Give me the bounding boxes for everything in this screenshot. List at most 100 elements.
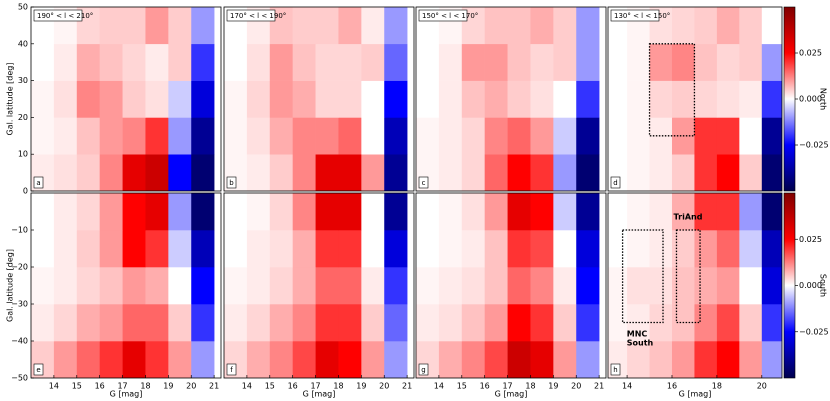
heatmap-cell — [168, 193, 192, 231]
heatmap-cell — [649, 43, 673, 81]
heatmap-cell — [530, 341, 554, 378]
heatmap-cell — [76, 193, 100, 231]
label-box — [33, 363, 44, 376]
heatmap-cell — [246, 193, 271, 231]
title-box — [226, 9, 276, 22]
heatmap-cell — [761, 230, 782, 268]
heatmap-cell — [530, 80, 554, 118]
heatmap-cell — [461, 267, 485, 305]
heatmap-cell — [507, 80, 531, 118]
heatmap-cell — [484, 7, 508, 45]
panel-label: a — [36, 179, 40, 187]
region-box — [648, 43, 696, 137]
x-tick-label: 14 — [49, 382, 59, 391]
x-axis-label: G [mag] — [110, 390, 143, 399]
heatmap-cell — [694, 154, 718, 191]
heatmap-cell — [338, 43, 362, 81]
heatmap-cell — [739, 43, 763, 81]
x-tick-label: 16 — [288, 382, 298, 391]
heatmap-cell — [608, 304, 628, 342]
heatmap-cell — [53, 304, 78, 342]
y-tick-label: −40 — [11, 337, 28, 346]
y-tick-label: 30 — [18, 76, 28, 85]
heatmap-cell — [338, 154, 362, 191]
heatmap-cell — [361, 7, 385, 45]
heatmap-cell — [627, 117, 650, 155]
heatmap-cell — [553, 7, 577, 45]
heatmap-cell — [145, 230, 169, 268]
y-tick-label: −30 — [11, 300, 28, 309]
heatmap-cell — [530, 43, 554, 81]
heatmap-cell — [269, 267, 293, 305]
heatmap-cell — [553, 341, 577, 378]
region-box — [675, 229, 701, 324]
annotation: TriAnd — [674, 213, 703, 222]
heatmap-cell — [53, 341, 78, 378]
x-tick-label: 20 — [379, 382, 389, 391]
x-tick-label: 18 — [140, 382, 150, 391]
heatmap-cell — [191, 154, 215, 191]
heatmap-cell — [191, 117, 215, 155]
heatmap — [416, 193, 600, 378]
x-tick-label: 16 — [480, 382, 490, 391]
heatmap-cell — [576, 267, 600, 305]
heatmap-cell — [338, 80, 362, 118]
heatmap-cell — [145, 7, 169, 45]
heatmap-cell — [191, 7, 215, 45]
heatmap-cell — [53, 267, 78, 305]
region-box — [621, 229, 664, 324]
heatmap-cell — [671, 341, 695, 378]
heatmap-cell — [246, 117, 271, 155]
heatmap-cell — [361, 230, 385, 268]
heatmap-cell — [224, 304, 248, 342]
heatmap-cell — [608, 43, 628, 81]
heatmap-cell — [484, 341, 508, 378]
x-tick-label: 17 — [117, 382, 127, 391]
heatmap-cell — [246, 304, 271, 342]
heatmap-cell — [507, 304, 531, 342]
panel-frame — [30, 6, 222, 192]
heatmap-cell — [384, 7, 408, 45]
x-tick-label: 20 — [571, 382, 581, 391]
heatmap-cell — [53, 230, 78, 268]
heatmap-cell — [31, 43, 55, 81]
x-tick-label: 18 — [333, 382, 343, 391]
heatmap-cell — [530, 154, 554, 191]
heatmap-cell — [461, 304, 485, 342]
heatmap — [608, 193, 782, 378]
heatmap-cell — [438, 154, 463, 191]
y-tick-label: 10 — [18, 150, 28, 159]
heatmap-cell — [168, 7, 192, 45]
heatmap-cell — [649, 341, 673, 378]
heatmap-cell — [694, 117, 718, 155]
heatmap-cell — [53, 117, 78, 155]
heatmap-cell — [576, 230, 600, 268]
heatmap-cell — [99, 267, 123, 305]
heatmap-cell — [484, 267, 508, 305]
heatmap-cell — [168, 80, 192, 118]
heatmap-cell — [608, 80, 628, 118]
heatmap-cell — [438, 117, 463, 155]
heatmap-cell — [168, 304, 192, 342]
title-box — [33, 9, 83, 22]
label-box — [418, 363, 429, 376]
heatmap-cell — [53, 193, 78, 231]
heatmap-cell — [315, 154, 339, 191]
heatmap-cell — [338, 230, 362, 268]
heatmap-cell — [761, 43, 782, 81]
heatmap-cell — [31, 267, 55, 305]
heatmap-cell — [99, 193, 123, 231]
heatmap-cell — [384, 117, 408, 155]
panel-frame — [223, 192, 415, 379]
heatmap-cell — [671, 7, 695, 45]
heatmap-cell — [484, 117, 508, 155]
heatmap-cell — [246, 43, 271, 81]
heatmap — [31, 7, 215, 191]
heatmap-cell — [315, 267, 339, 305]
heatmap-cell — [694, 341, 718, 378]
panel-label: b — [229, 179, 234, 187]
heatmap-cell — [315, 341, 339, 378]
heatmap-cell — [361, 154, 385, 191]
heatmap-cell — [122, 341, 146, 378]
